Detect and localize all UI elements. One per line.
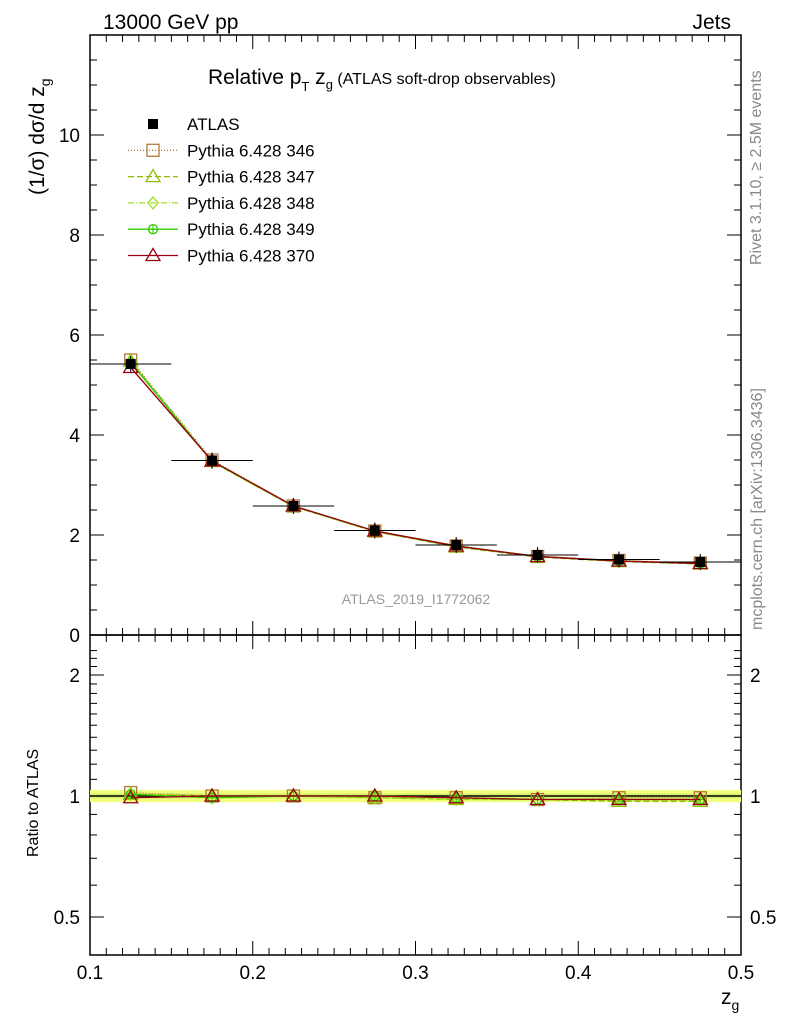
analysis-watermark: ATLAS_2019_I1772062 bbox=[342, 591, 491, 607]
legend-marker-p370 bbox=[144, 247, 162, 262]
series-data bbox=[90, 356, 741, 570]
x-axis-label-sub: g bbox=[732, 997, 740, 1013]
x-tick-label: 0.2 bbox=[240, 963, 266, 984]
y-tick-label: 4 bbox=[69, 426, 80, 447]
ratio-point-p370 bbox=[285, 787, 302, 802]
ratio-y-axis-label: Ratio to ATLAS bbox=[25, 749, 42, 857]
ratio-line-p346 bbox=[130, 791, 701, 801]
ratio-y-tick-label: 0.5 bbox=[54, 908, 80, 929]
ratio-point-p370 bbox=[366, 787, 383, 802]
legend-label-p349: Pythia 6.428 349 bbox=[187, 220, 315, 239]
x-axis-label-main: z bbox=[721, 986, 732, 1009]
y-tick-label: 10 bbox=[59, 126, 80, 147]
ratio-point-p370 bbox=[448, 789, 465, 804]
rivet-version-label: Rivet 3.1.10, ≥ 2.5M events bbox=[748, 70, 765, 265]
point-data bbox=[695, 557, 706, 567]
x-tick-label: 0.1 bbox=[77, 963, 103, 984]
x-tick-label: 0.4 bbox=[565, 963, 592, 984]
title-sub-g: g bbox=[326, 77, 333, 92]
title-sub-t: T bbox=[301, 79, 309, 94]
energy-label: 13000 GeV pp bbox=[103, 11, 238, 34]
point-data bbox=[207, 455, 218, 466]
ratio-y-tick-label-right: 2 bbox=[750, 666, 761, 687]
series-line-p370 bbox=[130, 367, 701, 565]
y-tick-label: 8 bbox=[69, 226, 80, 247]
mcplots-label: mcplots.cern.ch [arXiv:1306.3436] bbox=[749, 388, 766, 630]
point-data bbox=[369, 525, 380, 536]
point-data bbox=[532, 550, 543, 560]
legend-label-p348: Pythia 6.428 348 bbox=[187, 194, 315, 213]
ratio-point-p370 bbox=[122, 789, 139, 804]
ratio-point-p370 bbox=[692, 791, 709, 806]
legend-marker-data bbox=[148, 119, 158, 129]
point-data bbox=[613, 554, 624, 565]
ratio-y-tick-label-right: 1 bbox=[750, 787, 761, 808]
x-tick-label: 0.5 bbox=[728, 963, 754, 984]
ratio-point-p370 bbox=[529, 791, 546, 806]
category-label: Jets bbox=[692, 11, 731, 34]
y-axis-label: (1/σ) dσ/d zg bbox=[26, 78, 53, 195]
ratio-y-tick-label: 1 bbox=[69, 787, 80, 808]
title-main: Relative p bbox=[208, 66, 301, 89]
legend-label-p370: Pythia 6.428 370 bbox=[187, 247, 315, 266]
point-data bbox=[288, 501, 299, 511]
legend-marker-p348 bbox=[147, 195, 159, 210]
legend-marker-p349 bbox=[147, 224, 159, 235]
point-data bbox=[451, 540, 462, 550]
title-rest: (ATLAS soft-drop observables) bbox=[333, 71, 556, 88]
ratio-point-p348 bbox=[124, 787, 137, 802]
plot-title: Relative pT zg (ATLAS soft-drop observab… bbox=[208, 66, 556, 94]
y-tick-label: 6 bbox=[69, 326, 80, 347]
series-layer bbox=[90, 352, 741, 571]
x-tick-label: 0.3 bbox=[402, 963, 428, 984]
legend-label-p346: Pythia 6.428 346 bbox=[187, 141, 315, 160]
legend-label-data: ATLAS bbox=[187, 115, 240, 134]
ratio-layer bbox=[122, 785, 709, 807]
ratio-point-p370 bbox=[610, 791, 628, 806]
ratio-y-tick-label-right: 0.5 bbox=[750, 908, 776, 929]
x-axis-label: zg bbox=[721, 986, 739, 1013]
legend: ATLAS Pythia 6.428 346 Pythia 6.428 347 Pyt… bbox=[128, 115, 315, 266]
ratio-point-p370 bbox=[203, 787, 221, 802]
legend-label-p347: Pythia 6.428 347 bbox=[187, 168, 315, 187]
legend-marker-p347 bbox=[144, 168, 162, 183]
axes-layer: 0.1 0.2 0.3 0.4 0.5 0 2 4 6 8 10 0.5 0.5 1 1 2 2 bbox=[54, 35, 776, 984]
ratio-series-p370 bbox=[122, 787, 709, 806]
ratio-y-tick-label: 2 bbox=[69, 666, 80, 687]
legend-marker-p346 bbox=[146, 143, 160, 157]
title-mid: z bbox=[309, 66, 325, 89]
y-axis-label-sub: g bbox=[37, 78, 53, 86]
y-tick-label: 2 bbox=[69, 526, 80, 547]
y-axis-label-main: (1/σ) dσ/d z bbox=[26, 86, 49, 195]
y-tick-label: 0 bbox=[69, 626, 80, 647]
ratio-line-p370 bbox=[130, 795, 701, 801]
point-data bbox=[125, 359, 136, 369]
